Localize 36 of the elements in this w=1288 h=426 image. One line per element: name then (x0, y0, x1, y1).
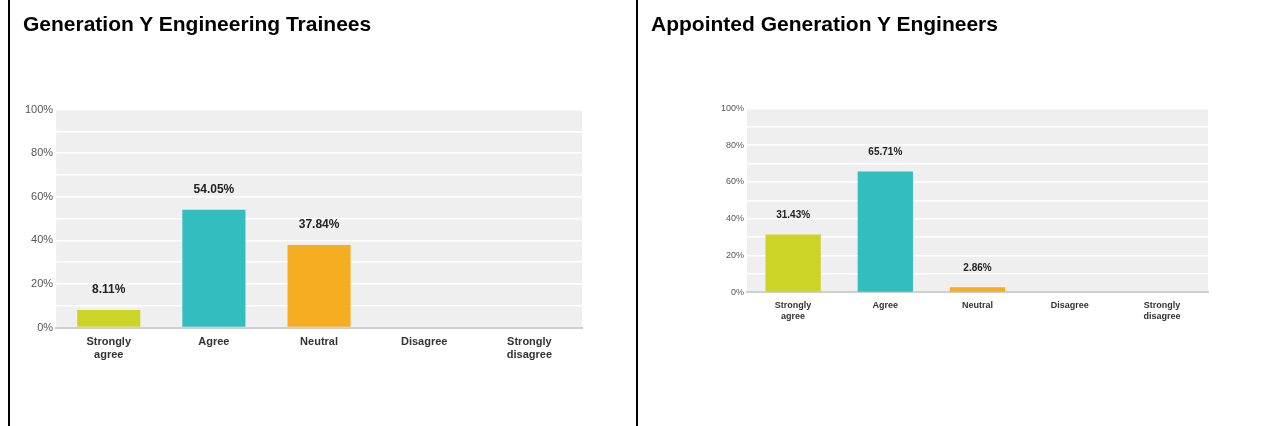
data-label: 2.86% (963, 261, 992, 273)
bar (287, 245, 351, 327)
data-label: 54.05% (193, 182, 235, 197)
y-tick-label: 0% (37, 320, 54, 333)
x-tick-label: Strongly agree (774, 300, 812, 322)
bar (77, 309, 141, 327)
y-tick-label: 60% (31, 189, 54, 202)
y-tick-label: 40% (31, 233, 54, 246)
bar (182, 209, 246, 327)
y-tick-label: 80% (726, 139, 745, 150)
x-tick-label: Strongly disagree (506, 335, 553, 361)
y-tick-label: 60% (726, 176, 745, 187)
y-tick-label: 0% (731, 286, 745, 297)
bar (765, 234, 821, 292)
x-tick-label: Neutral (962, 300, 994, 311)
x-tick-label: Strongly agree (86, 335, 132, 361)
data-label: 65.71% (868, 146, 903, 158)
data-label: 31.43% (776, 209, 811, 221)
data-label: 8.11% (92, 282, 126, 297)
x-tick-label: Neutral (300, 335, 339, 348)
y-tick-label: 100% (24, 102, 54, 115)
x-tick-label: Disagree (1050, 300, 1089, 311)
data-label: 37.84% (298, 217, 340, 232)
x-tick-label: Disagree (401, 335, 448, 348)
y-tick-label: 20% (31, 277, 54, 290)
y-tick-label: 40% (726, 213, 745, 224)
y-tick-label: 20% (726, 250, 745, 261)
bar (857, 171, 913, 292)
chart-title: Generation Y Engineering Trainees (23, 12, 372, 36)
x-tick-label: Agree (872, 300, 899, 311)
chart-title: Appointed Generation Y Engineers (651, 12, 998, 36)
y-tick-label: 80% (31, 146, 54, 159)
x-tick-label: Strongly disagree (1143, 300, 1181, 322)
bar (949, 287, 1006, 292)
x-tick-label: Agree (198, 335, 230, 348)
y-tick-label: 100% (720, 102, 745, 113)
